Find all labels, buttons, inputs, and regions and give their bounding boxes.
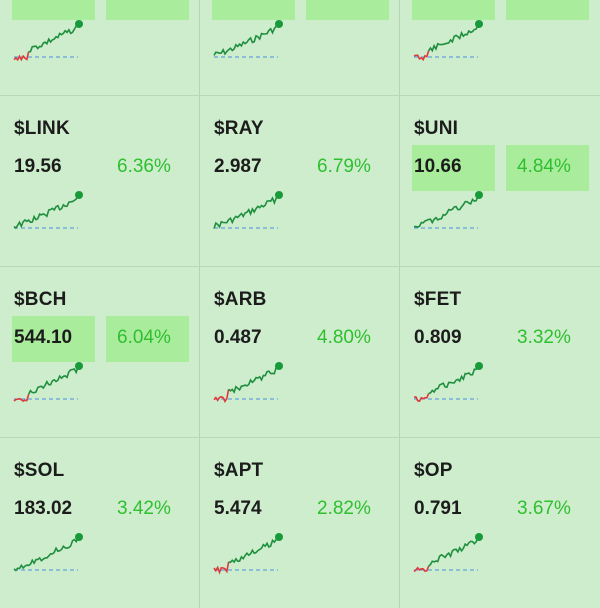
coin-tile[interactable]: [400, 0, 600, 95]
sparkline-end-dot: [275, 533, 283, 541]
coin-tile[interactable]: $OP 0.791 3.67%: [400, 438, 600, 608]
sparkline-chart: [413, 191, 483, 229]
coin-ticker: $SOL: [14, 460, 65, 481]
coin-price: 0.487: [214, 327, 262, 348]
coin-tile[interactable]: $BCH 544.10 6.04%: [0, 267, 200, 437]
coin-tile[interactable]: [200, 0, 400, 95]
coin-ticker: $LINK: [14, 118, 70, 139]
sparkline-chart: [13, 362, 83, 402]
sparkline-up-segment: [428, 537, 479, 567]
sparkline-up-segment: [13, 537, 79, 572]
sparkline-up-segment: [228, 537, 279, 564]
sparkline-end-dot: [475, 362, 483, 370]
sparkline-down-segment: [13, 51, 30, 62]
sparkline-up-segment: [13, 195, 79, 230]
sparkline-chart: [213, 362, 283, 403]
coin-change-percent: 4.84%: [506, 145, 589, 191]
coin-price: 0.791: [414, 498, 462, 519]
sparkline-end-dot: [75, 191, 83, 199]
coin-ticker: $UNI: [414, 118, 459, 139]
coin-price: 10.66: [412, 145, 495, 191]
sparkline-end-dot: [475, 20, 483, 28]
sparkline-up-segment: [27, 366, 79, 395]
coin-ticker: $RAY: [214, 118, 264, 139]
coin-change-percent: 4.80%: [317, 327, 371, 348]
coin-change-percent: [106, 0, 189, 20]
coin-ticker: $OP: [414, 460, 453, 481]
sparkline-chart: [213, 20, 283, 58]
coin-price: [412, 0, 495, 20]
sparkline-end-dot: [75, 533, 83, 541]
sparkline-chart: [413, 533, 483, 573]
sparkline-chart: [413, 362, 483, 403]
coin-tile[interactable]: [0, 0, 200, 95]
coin-change-percent: 6.79%: [317, 156, 371, 177]
coin-change-percent: 6.36%: [117, 156, 171, 177]
sparkline-end-dot: [275, 362, 283, 370]
sparkline-chart: [13, 533, 83, 572]
sparkline-down-segment: [213, 389, 230, 403]
sparkline-chart: [213, 533, 283, 575]
coin-change-percent: [506, 0, 589, 20]
sparkline-end-dot: [75, 20, 83, 28]
coin-tile[interactable]: $RAY 2.987 6.79%: [200, 96, 400, 266]
sparkline-down-segment: [413, 393, 430, 403]
sparkline-up-segment: [427, 24, 479, 53]
coin-price: 19.56: [14, 156, 62, 177]
coin-change-percent: [306, 0, 389, 20]
sparkline-down-segment: [213, 561, 230, 575]
sparkline-end-dot: [275, 20, 283, 28]
coin-tile[interactable]: $SOL 183.02 3.42%: [0, 438, 200, 608]
coin-change-percent: 6.04%: [106, 316, 189, 362]
sparkline-end-dot: [75, 362, 83, 370]
coin-price: 2.987: [214, 156, 262, 177]
sparkline-end-dot: [475, 533, 483, 541]
coin-tile[interactable]: $FET 0.809 3.32%: [400, 267, 600, 437]
coin-ticker: $FET: [414, 289, 462, 310]
coin-tile[interactable]: $APT 5.474 2.82%: [200, 438, 400, 608]
sparkline-up-segment: [213, 195, 279, 229]
sparkline-down-segment: [13, 394, 30, 402]
coin-price: 5.474: [214, 498, 262, 519]
sparkline-chart: [413, 20, 483, 62]
sparkline-up-segment: [213, 24, 279, 56]
coin-price: 183.02: [14, 498, 73, 519]
coin-price: 544.10: [12, 316, 95, 362]
sparkline-down-segment: [413, 565, 430, 573]
coin-change-percent: 3.67%: [517, 498, 571, 519]
sparkline-chart: [13, 20, 83, 62]
coin-price: [12, 0, 95, 20]
coin-ticker: $APT: [214, 460, 264, 481]
sparkline-chart: [13, 191, 83, 230]
sparkline-up-segment: [413, 195, 479, 228]
sparkline-down-segment: [413, 50, 430, 62]
coin-change-percent: 3.42%: [117, 498, 171, 519]
coin-tile[interactable]: $ARB 0.487 4.80%: [200, 267, 400, 437]
coin-ticker: $BCH: [14, 289, 67, 310]
coin-tile[interactable]: $UNI 10.66 4.84%: [400, 96, 600, 266]
coin-ticker: $ARB: [214, 289, 267, 310]
coin-change-percent: 2.82%: [317, 498, 371, 519]
coin-change-percent: 3.32%: [517, 327, 571, 348]
coin-tile[interactable]: $LINK 19.56 6.36%: [0, 96, 200, 266]
sparkline-up-segment: [28, 24, 79, 53]
sparkline-up-segment: [428, 366, 479, 395]
coin-price: 0.809: [414, 327, 462, 348]
sparkline-end-dot: [475, 191, 483, 199]
coin-price: [212, 0, 295, 20]
sparkline-end-dot: [275, 191, 283, 199]
sparkline-up-segment: [228, 366, 279, 394]
sparkline-chart: [213, 191, 283, 229]
